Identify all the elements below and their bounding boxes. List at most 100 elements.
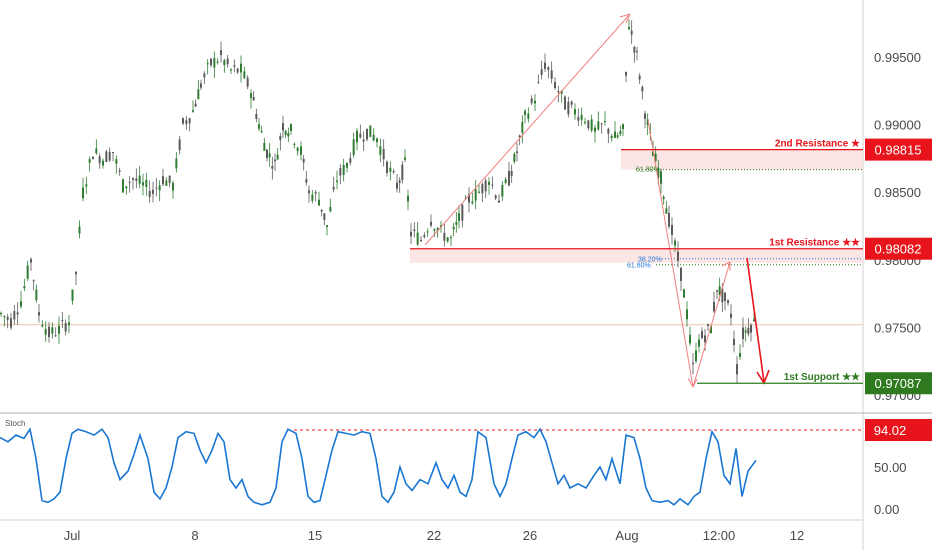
candle-body	[192, 110, 194, 112]
candle-body	[223, 60, 226, 66]
candle-body	[92, 157, 94, 160]
candle-body	[701, 331, 703, 339]
candle-body	[481, 183, 484, 194]
candle-body	[547, 67, 550, 70]
candle-body	[644, 113, 646, 119]
candle-body	[282, 123, 284, 131]
candle-body	[64, 322, 67, 332]
candle-body	[68, 322, 70, 326]
candle-body	[680, 267, 682, 281]
candle-body	[329, 206, 332, 212]
candle-body	[326, 225, 328, 227]
candle-body	[554, 82, 556, 89]
candle-body	[665, 208, 668, 214]
candle-body	[271, 166, 274, 169]
date-tick-label: 12:00	[703, 528, 736, 543]
candle-body	[597, 121, 600, 130]
trend-line-down-1	[647, 119, 694, 388]
candle-body	[657, 168, 660, 178]
candle-body	[98, 156, 101, 164]
candle-body	[452, 226, 455, 230]
date-tick-label: 22	[427, 528, 441, 543]
candle-body	[188, 118, 191, 124]
candle-body	[713, 301, 715, 312]
candle-body	[61, 320, 64, 322]
candle-body	[501, 184, 504, 197]
candle-body	[744, 330, 747, 333]
candle-body	[433, 229, 436, 231]
second-resistance-zone	[621, 149, 863, 170]
date-tick-label: 15	[308, 528, 322, 543]
candle-body	[513, 153, 516, 162]
candle-body	[314, 192, 317, 194]
candle-body	[20, 301, 22, 307]
candle-body	[276, 154, 279, 160]
candle-body	[698, 339, 700, 347]
candle-body	[736, 364, 738, 375]
stoch-tick-0: 0.00	[874, 502, 899, 517]
candle-body	[710, 325, 712, 333]
candle-body	[339, 168, 342, 176]
candle-body	[54, 335, 57, 337]
candle-body	[6, 316, 9, 320]
candle-body	[518, 135, 521, 138]
candle-body	[287, 133, 290, 137]
candle-body	[152, 189, 154, 194]
candle-body	[436, 228, 439, 232]
candle-body	[508, 171, 510, 186]
candle-body	[636, 50, 638, 52]
candle-body	[704, 335, 706, 343]
candle-body	[332, 186, 335, 190]
candle-body	[386, 161, 388, 174]
candle-body	[162, 176, 164, 185]
candle-body	[38, 312, 40, 316]
candle-body	[58, 325, 60, 334]
trend-line-up-2	[692, 261, 731, 388]
candle-body	[362, 139, 365, 142]
candle-body	[185, 120, 188, 125]
stoch-tick-50: 50.00	[874, 460, 907, 475]
candle-body	[125, 186, 128, 189]
candle-body	[474, 188, 477, 201]
candle-body	[426, 231, 429, 233]
candle-body	[560, 90, 563, 94]
candle-body	[148, 190, 151, 197]
candle-body	[216, 61, 219, 63]
candle-body	[413, 229, 416, 232]
candle-body	[318, 199, 320, 206]
first-support-tag: 0.97087	[865, 372, 932, 395]
candle-body	[346, 163, 348, 168]
first-resistance-zone	[410, 248, 863, 263]
candle-body	[135, 178, 138, 181]
candle-body	[721, 288, 724, 303]
candle-body	[342, 164, 345, 176]
candle-body	[194, 103, 197, 107]
candle-body	[471, 201, 474, 204]
candle-body	[695, 350, 697, 362]
candle-body	[574, 109, 576, 115]
candle-body	[689, 334, 691, 344]
candle-body	[530, 98, 533, 104]
candle-body	[443, 232, 446, 241]
candle-body	[266, 149, 268, 159]
second-resistance-label: 2nd Resistance ★	[775, 139, 860, 150]
candle-body	[446, 237, 449, 242]
candle-body	[3, 316, 6, 318]
candle-body	[158, 185, 161, 191]
candle-body	[236, 68, 239, 73]
candle-body	[607, 128, 610, 134]
candle-body	[750, 324, 752, 333]
candle-body	[182, 118, 184, 124]
candle-body	[210, 58, 212, 66]
candle-body	[258, 124, 260, 129]
candle-body	[323, 213, 326, 220]
candle-body	[527, 113, 530, 119]
candle-body	[587, 120, 590, 129]
candle-body	[41, 325, 44, 327]
candle-body	[638, 75, 641, 80]
svg-text:0.98815: 0.98815	[875, 143, 922, 158]
candle-body	[78, 226, 81, 234]
candle-body	[484, 180, 487, 192]
candle-body	[366, 128, 368, 140]
candle-body	[407, 195, 409, 202]
